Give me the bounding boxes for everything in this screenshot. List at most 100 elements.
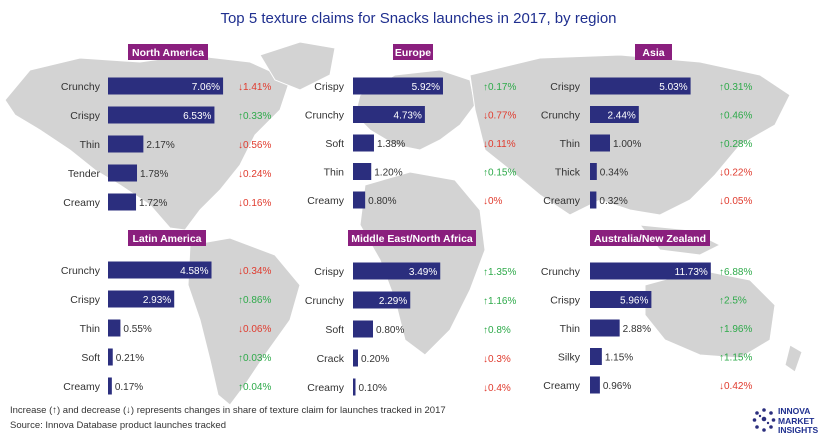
bar [590, 262, 711, 280]
bar [108, 290, 175, 308]
world-map-background [4, 41, 803, 406]
category-label: Crispy [314, 266, 345, 278]
region-header-label: North America [132, 47, 204, 59]
category-label: Crispy [550, 81, 581, 93]
bar [108, 193, 137, 211]
innova-logo: INNOVA MARKET INSIGHTS [752, 406, 832, 436]
change-label-decrease: ↓0.34% [238, 266, 271, 277]
bar [108, 77, 224, 95]
logo-line-1: INNOVA [778, 406, 811, 416]
bar [353, 106, 425, 123]
bar [353, 291, 411, 309]
change-label-increase: ↑2.5% [719, 296, 747, 307]
change-label-decrease: ↓0.05% [719, 196, 752, 207]
value-label: 0.34% [600, 168, 628, 179]
change-label-increase: ↑0.17% [483, 82, 516, 93]
region-panel: Middle East/North Africa Crispy 3.49% ↑1.35… [305, 230, 516, 396]
value-label: 1.20% [374, 168, 402, 179]
category-label: Creamy [543, 380, 581, 392]
value-label: 4.73% [394, 111, 422, 122]
change-label-decrease: ↓1.41% [238, 82, 271, 93]
value-label: 5.03% [659, 82, 687, 93]
region-panel: Australia/New Zealand Crunchy 11.73% ↑6.88%… [541, 230, 752, 394]
bar [108, 319, 121, 337]
change-label-increase: ↑0.04% [238, 382, 271, 393]
value-label: 2.44% [607, 111, 635, 122]
value-label: 0.21% [116, 353, 144, 364]
region-panels: North America Crunchy 7.06% ↓1.41% Crispy 6.5… [61, 44, 752, 396]
category-label: Thin [80, 139, 101, 151]
category-label: Creamy [543, 195, 581, 207]
category-label: Creamy [307, 195, 345, 207]
value-label: 0.17% [115, 382, 143, 393]
bar [590, 163, 597, 180]
bar [590, 376, 600, 394]
value-label: 2.88% [623, 324, 651, 335]
category-label: Crunchy [541, 110, 581, 122]
change-label-increase: ↑0.28% [719, 139, 752, 150]
region-panel: North America Crunchy 7.06% ↓1.41% Crispy 6.5… [61, 44, 271, 211]
value-label: 1.78% [140, 169, 168, 180]
category-label: Thin [80, 323, 101, 335]
category-label: Creamy [63, 197, 101, 209]
category-label: Soft [325, 138, 344, 150]
bar [353, 191, 366, 209]
region-header-bg [635, 44, 672, 60]
category-label: Thick [555, 167, 581, 179]
bar [108, 106, 215, 124]
logo-line-3: INSIGHTS [778, 425, 819, 435]
bar [590, 106, 639, 123]
change-label-decrease: ↓0.42% [719, 381, 752, 392]
logo-line-2: MARKET [778, 415, 815, 426]
region-header-bg [590, 230, 710, 246]
category-label: Soft [81, 352, 100, 364]
logo-text: INNOVA MARKET INSIGHTS [778, 406, 819, 436]
change-label-increase: ↑0.46% [719, 111, 752, 122]
change-label-increase: ↑6.88% [719, 267, 752, 278]
value-label: 5.92% [412, 82, 440, 93]
change-label-increase: ↑0.15% [483, 168, 516, 179]
bar [590, 319, 620, 337]
bar [590, 291, 652, 308]
change-label-increase: ↑0.86% [238, 295, 271, 306]
value-label: 0.80% [368, 196, 396, 207]
value-label: 0.55% [123, 324, 151, 335]
category-label: Crunchy [61, 265, 101, 277]
region-header-bg [348, 230, 476, 246]
change-label-decrease: ↓0.06% [238, 324, 271, 335]
category-label: Crack [317, 353, 345, 365]
region-panel: Latin America Crunchy 4.58% ↓0.34% Crispy 2.9… [61, 230, 271, 395]
change-label-increase: ↑1.35% [483, 267, 516, 278]
value-label: 0.32% [599, 196, 627, 207]
change-label-decrease: ↓0.56% [238, 140, 271, 151]
category-label: Silky [558, 352, 581, 364]
change-label-decrease: ↓0.11% [483, 139, 516, 150]
change-label-increase: ↑0.03% [238, 353, 271, 364]
category-label: Thin [560, 323, 581, 335]
value-label: 1.38% [377, 139, 405, 150]
change-label-increase: ↑1.15% [719, 353, 752, 364]
region-header-bg [128, 230, 206, 246]
value-label: 0.96% [603, 381, 631, 392]
category-label: Thin [560, 138, 581, 150]
category-label: Crunchy [305, 110, 345, 122]
region-panel: Asia Crispy 5.03% ↑0.31% Crunchy 2.44% ↑0.46% T… [541, 44, 752, 209]
bar [108, 135, 144, 153]
category-label: Crunchy [61, 81, 101, 93]
region-header-label: Middle East/North Africa [351, 233, 473, 245]
footnote-source: Source: Innova Database product launches… [10, 420, 226, 431]
logo-dots-icon [752, 408, 776, 432]
region-header-label: Latin America [132, 233, 201, 245]
bar [353, 349, 358, 367]
category-label: Creamy [63, 381, 101, 393]
chart-title: Top 5 texture claims for Snacks launches… [220, 10, 617, 27]
bar [353, 262, 441, 280]
change-label-decrease: ↓0.22% [719, 168, 752, 179]
bar [108, 348, 113, 366]
bar [590, 134, 610, 152]
change-label-decrease: ↓0.3% [483, 354, 511, 365]
bar [590, 348, 602, 365]
category-label: Crunchy [541, 266, 581, 278]
